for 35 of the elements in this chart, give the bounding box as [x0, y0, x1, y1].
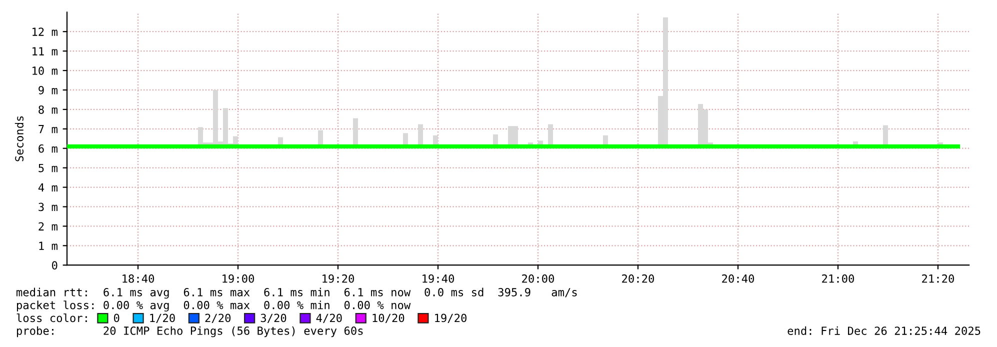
- y-tick-label: 8 m: [38, 105, 58, 114]
- text: end: Fri Dec 26 21:25:44 2025: [788, 326, 980, 335]
- y-tick-label: 1 m: [39, 242, 58, 250]
- x-tick-label: 18:40: [122, 274, 154, 283]
- y-tick-label: 6 m: [38, 144, 58, 153]
- legend-title: loss color:: [16, 313, 87, 322]
- x-tick-label: 21:00: [822, 274, 854, 283]
- y-tick-label: 12 m: [32, 28, 58, 36]
- x-tick-label: 19:00: [222, 274, 254, 283]
- legend-label: 3/20: [260, 314, 286, 324]
- x-tick-label: 19:20: [322, 274, 354, 283]
- text: probe: 20 ICMP Echo Pings (56 Bytes) every 60s: [16, 326, 363, 338]
- y-tick-label: 4 m: [38, 183, 58, 192]
- y-axis-title: Seconds: [14, 116, 24, 162]
- text: median rtt: 6.1 ms avg 6.1 ms max 6.1 ms min 6.1 ms now 0.0 ms sd 395.9 am/s: [16, 288, 577, 299]
- x-tick-label: 21:20: [922, 274, 954, 283]
- y-tick-label: 9 m: [38, 86, 58, 94]
- x-tick-label: 20:20: [622, 274, 654, 283]
- y-tick-label: 5 m: [38, 164, 58, 172]
- legend-label: 10/20: [372, 314, 404, 324]
- legend-label: 2/20: [205, 314, 231, 324]
- legend-label: 4/20: [316, 314, 342, 324]
- legend-label: 1/20: [150, 314, 175, 324]
- y-tick-label: 2 m: [38, 222, 58, 230]
- y-tick-label: 7 m: [38, 125, 58, 134]
- y-tick-label: 11 m: [32, 47, 58, 56]
- legend-label: 0: [114, 314, 120, 322]
- legend-label: 19/20: [435, 314, 466, 324]
- x-tick-label: 20:00: [522, 274, 554, 283]
- y-tick-label: 10 m: [32, 66, 58, 75]
- y-tick-label: 3 m: [38, 202, 58, 212]
- x-tick-label: 20:40: [722, 274, 754, 283]
- y-tick-label: 0: [52, 261, 58, 270]
- text: packet loss: 0.00 % avg 0.00 % max 0.00 % min 0.00 % now: [16, 300, 411, 312]
- x-tick-label: 19:40: [422, 274, 454, 283]
